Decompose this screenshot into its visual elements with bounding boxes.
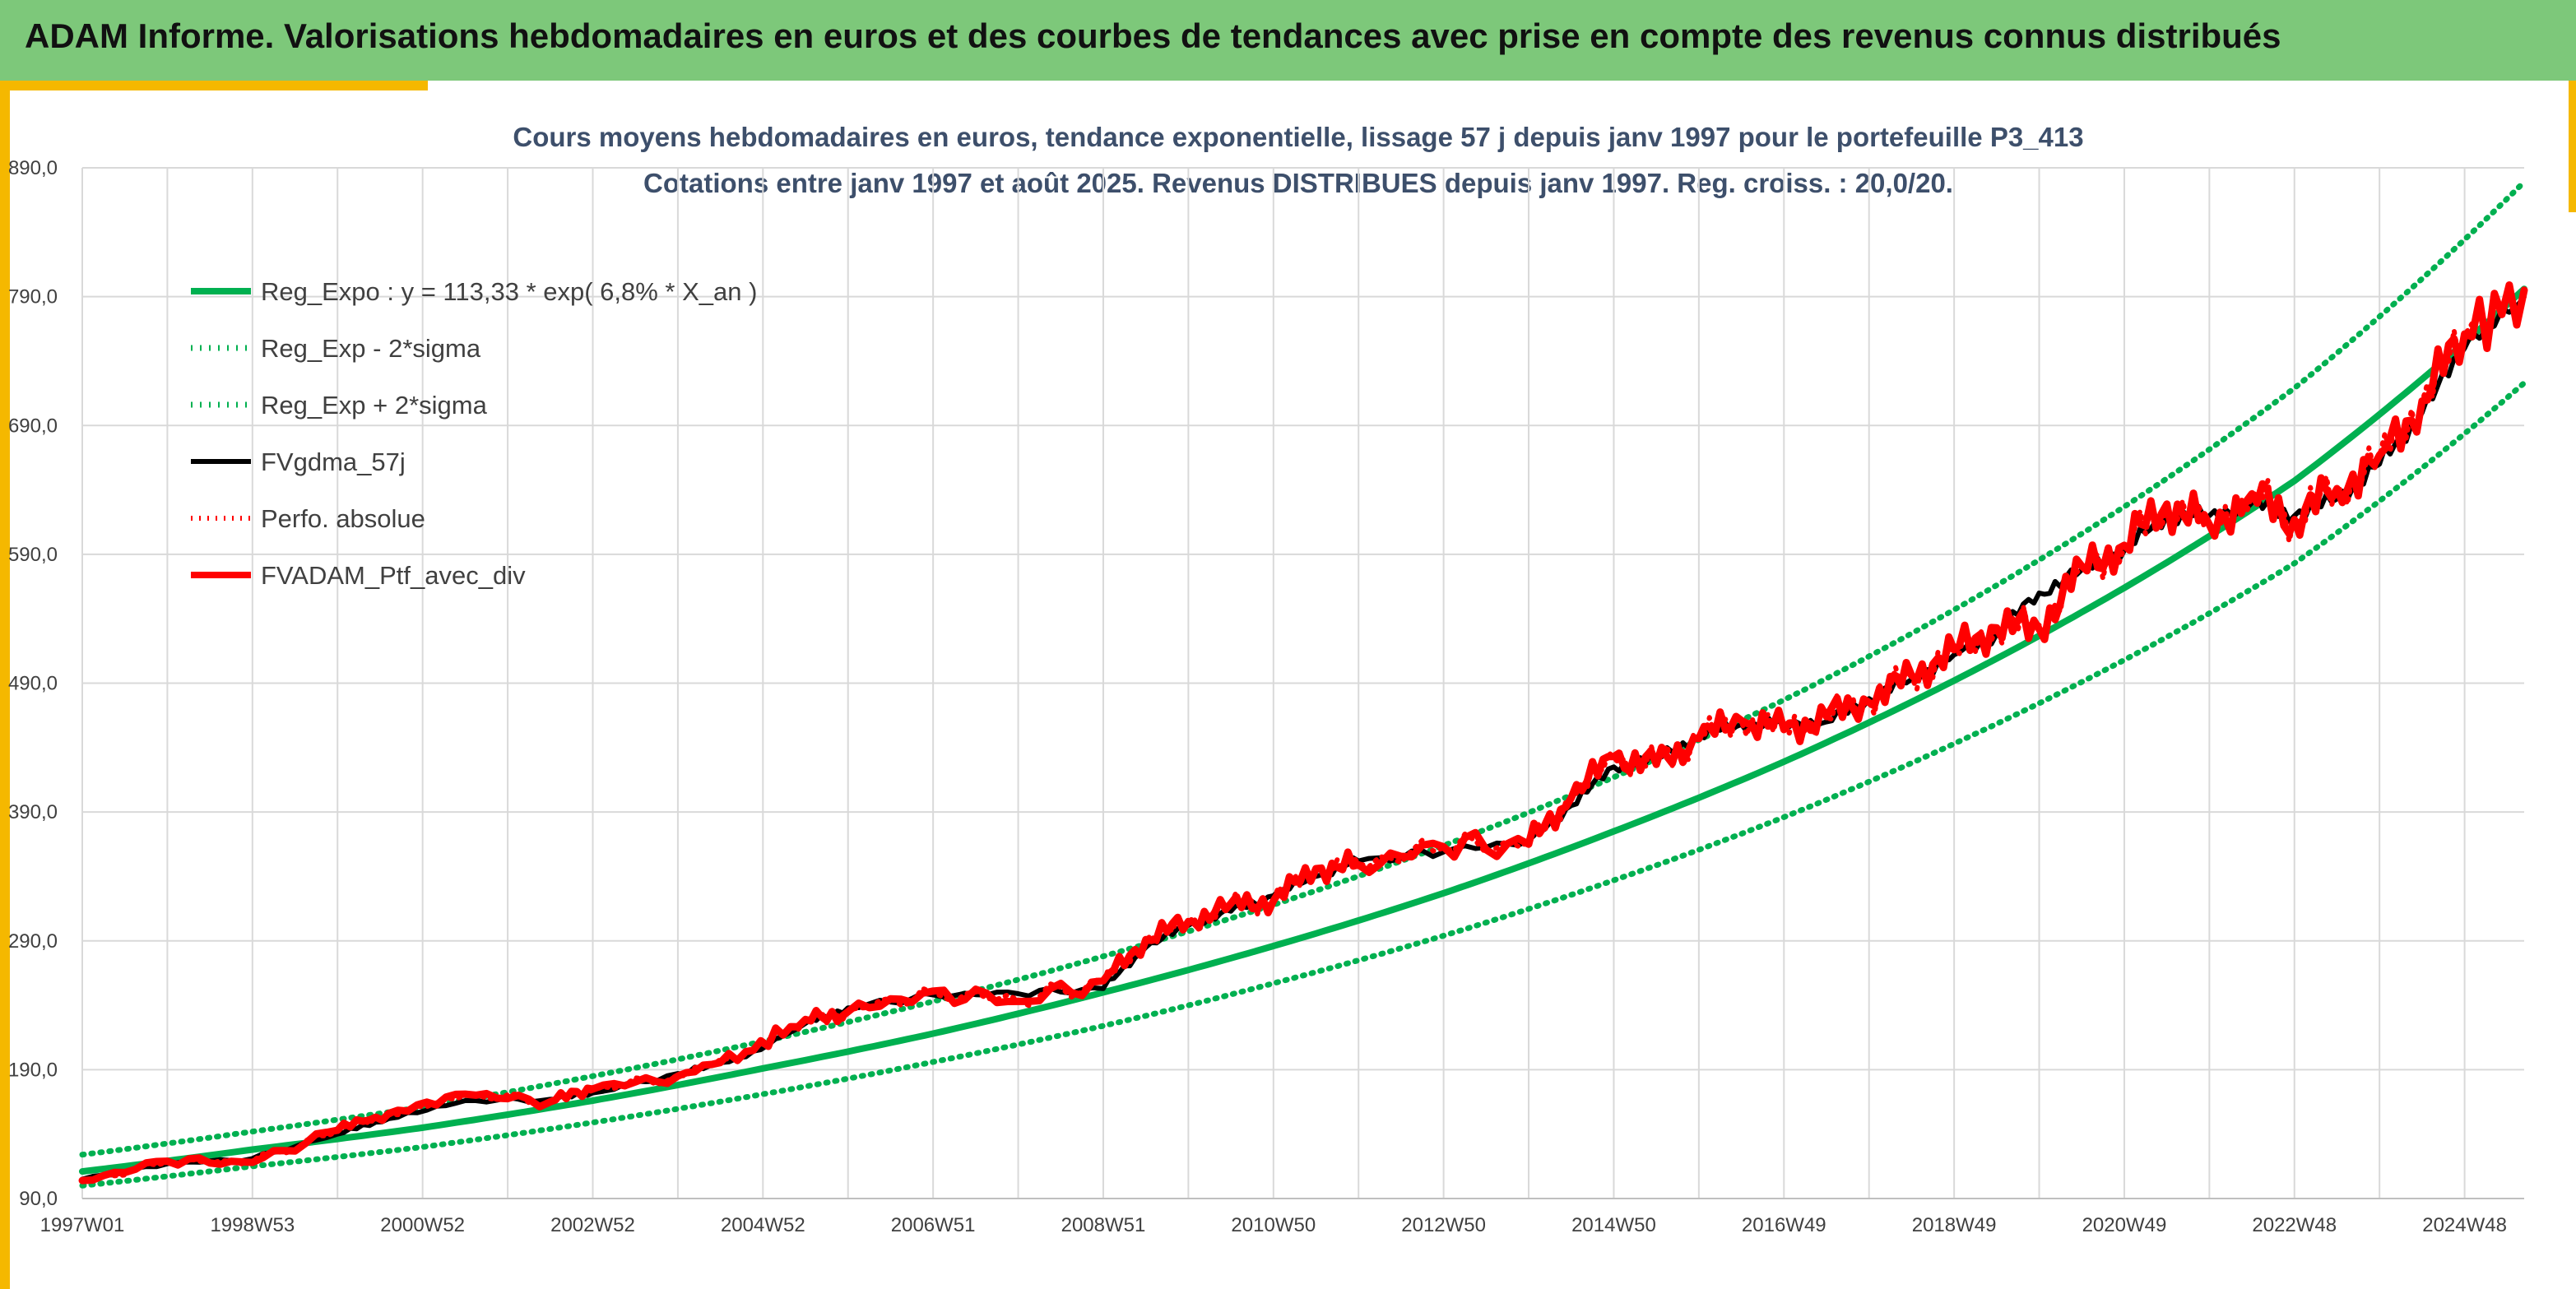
y-tick-label: 790,0 (8, 286, 58, 308)
x-tick-label: 2022W48 (2252, 1214, 2337, 1236)
legend-label: Reg_Exp + 2*sigma (261, 391, 488, 420)
x-tick-label: 1998W53 (210, 1214, 295, 1236)
x-tick-label: 2002W52 (550, 1214, 635, 1236)
legend-label: Reg_Exp - 2*sigma (261, 334, 481, 363)
legend-label: FVgdma_57j (261, 447, 406, 476)
x-tick-label: 2020W49 (2082, 1214, 2167, 1236)
y-tick-label: 690,0 (8, 415, 58, 437)
x-tick-label: 2004W52 (721, 1214, 805, 1236)
chart-series (78, 179, 2528, 1189)
frame-accent-left (0, 81, 10, 1289)
header-bar: ADAM Informe. Valorisations hebdomadaire… (0, 0, 2576, 81)
fvadam-ptf-avec-div-line (78, 281, 2528, 1185)
legend-label: Reg_Expo : y = 113,33 * exp( 6,8% * X_an… (261, 277, 757, 306)
y-tick-label: 490,0 (8, 673, 58, 695)
x-tick-label: 2024W48 (2422, 1214, 2507, 1236)
y-tick-label: 290,0 (8, 930, 58, 953)
x-tick-label: 2006W51 (891, 1214, 976, 1236)
reg-exp-minus-2sigma-line (79, 380, 2527, 1189)
reg-exp-plus-2sigma-line (79, 179, 2527, 1158)
reg-expo-line (79, 285, 2527, 1175)
frame-accent-right (2569, 81, 2576, 212)
legend-label: FVADAM_Ptf_avec_div (261, 561, 526, 590)
chart-ticks: 90,0 190,0 290,0 390,0 490,0 590,0 690,0 790,0 8… (8, 157, 2507, 1236)
x-tick-label: 2012W50 (1401, 1214, 1486, 1236)
page-title: ADAM Informe. Valorisations hebdomadaire… (25, 16, 2281, 55)
y-tick-label: 390,0 (8, 801, 58, 823)
x-tick-label: 2014W50 (1571, 1214, 1656, 1236)
frame-accent-top (0, 81, 428, 90)
x-tick-label: 2018W49 (1912, 1214, 1997, 1236)
chart-title: Cours moyens hebdomadaires en euros, ten… (513, 122, 2083, 152)
fvgdma-57j-line (80, 294, 2527, 1182)
y-tick-label: 890,0 (8, 157, 58, 179)
x-tick-label: 2016W49 (1742, 1214, 1826, 1236)
x-tick-label: 2010W50 (1231, 1214, 1316, 1236)
legend-label: Perfo. absolue (261, 504, 425, 533)
chart-subtitle: Cotations entre janv 1997 et août 2025. … (643, 168, 1953, 198)
y-tick-label: 90,0 (19, 1188, 58, 1210)
chart-grid (81, 167, 2524, 1199)
x-tick-label: 2000W52 (380, 1214, 465, 1236)
y-tick-label: 590,0 (8, 544, 58, 566)
x-tick-label: 2008W51 (1061, 1214, 1146, 1236)
x-tick-label: 1997W01 (40, 1214, 125, 1236)
y-tick-label: 190,0 (8, 1059, 58, 1081)
chart-legend: Reg_Expo : y = 113,33 * exp( 6,8% * X_an… (191, 277, 757, 590)
